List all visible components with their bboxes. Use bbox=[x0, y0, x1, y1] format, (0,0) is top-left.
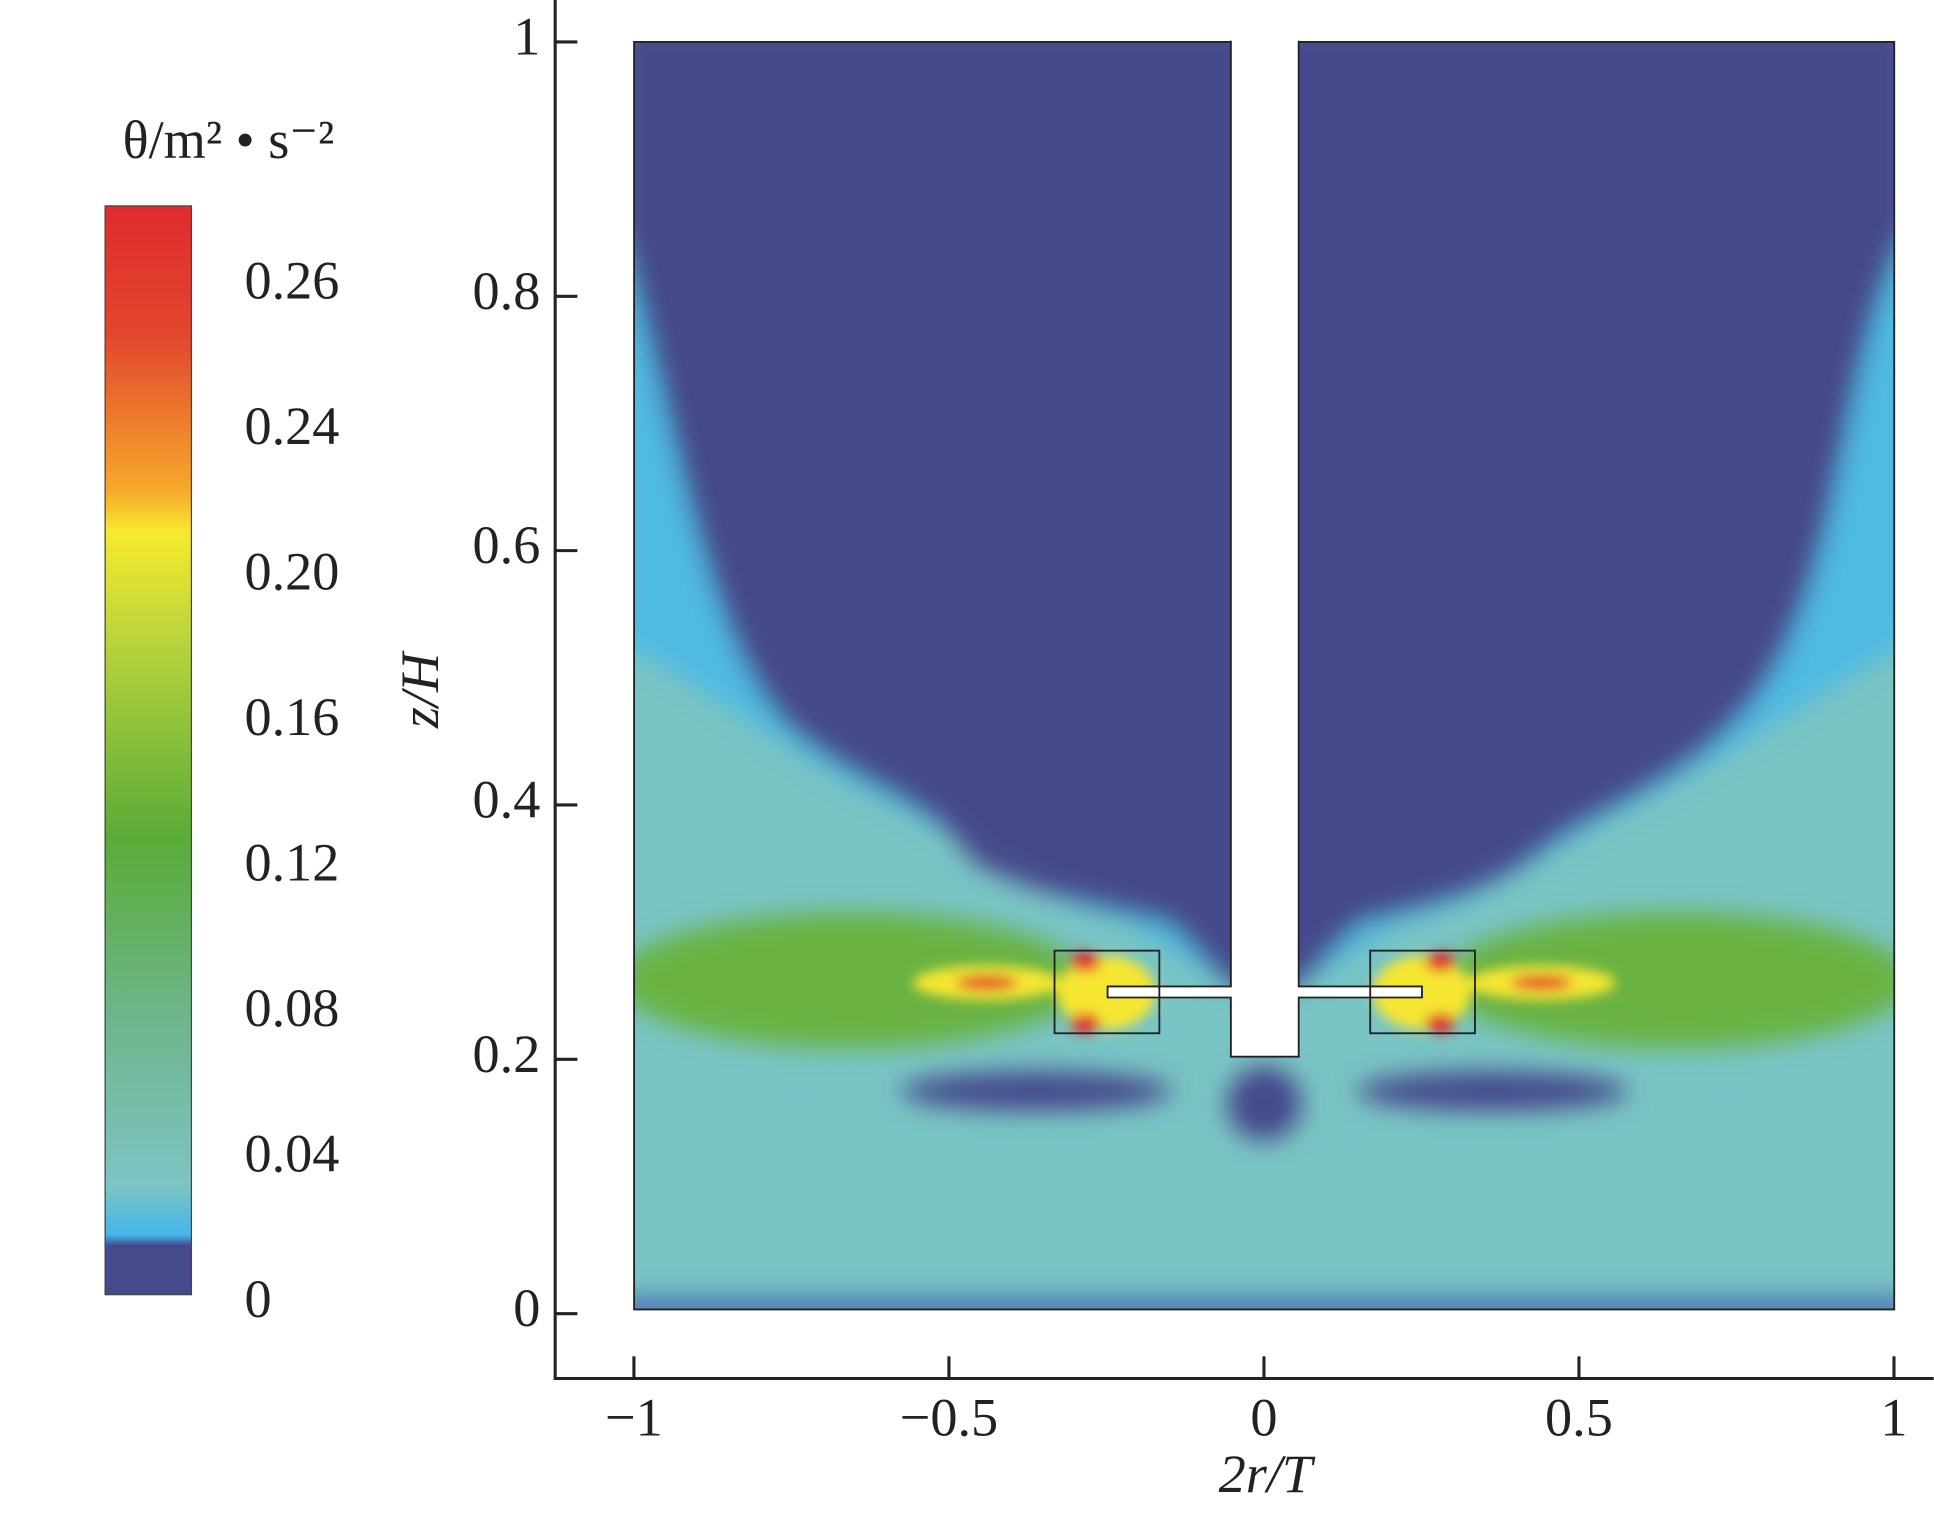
colorbar-tick-label: 0.08 bbox=[244, 978, 339, 1038]
y-tick-label: 0.8 bbox=[473, 261, 541, 321]
y-tick-label: 0 bbox=[513, 1278, 540, 1338]
x-tick-label: 0 bbox=[1250, 1387, 1277, 1447]
y-axis-label: z/H bbox=[390, 650, 450, 729]
axes bbox=[553, 0, 1934, 1381]
colorbar-tick-label: 0.12 bbox=[244, 832, 339, 892]
y-tick-label: 0.4 bbox=[473, 769, 541, 829]
colorbar-tick-label: 0.20 bbox=[244, 542, 339, 602]
y-tick-label: 0.6 bbox=[473, 515, 541, 575]
colorbar-tick-label: 0.16 bbox=[244, 687, 339, 747]
x-tick-label: 0.5 bbox=[1545, 1387, 1613, 1447]
colorbar-tick-label: 0.04 bbox=[244, 1123, 339, 1183]
x-tick-label: 1 bbox=[1880, 1387, 1907, 1447]
colorbar bbox=[104, 205, 193, 1296]
y-tick-label: 0.2 bbox=[473, 1024, 541, 1084]
colorbar-tick-label: 0 bbox=[244, 1269, 271, 1329]
y-tick-label: 1 bbox=[513, 6, 540, 66]
colorbar-tick-label: 0.26 bbox=[244, 251, 339, 311]
colorbar-tick-label: 0.24 bbox=[244, 396, 339, 456]
contour-field bbox=[633, 24, 1896, 1311]
x-tick-label: −1 bbox=[605, 1387, 663, 1447]
x-axis-label: 2r/T bbox=[1219, 1444, 1316, 1504]
colorbar-title: θ/m² • s⁻² bbox=[123, 110, 335, 170]
x-tick-label: −0.5 bbox=[900, 1387, 998, 1447]
